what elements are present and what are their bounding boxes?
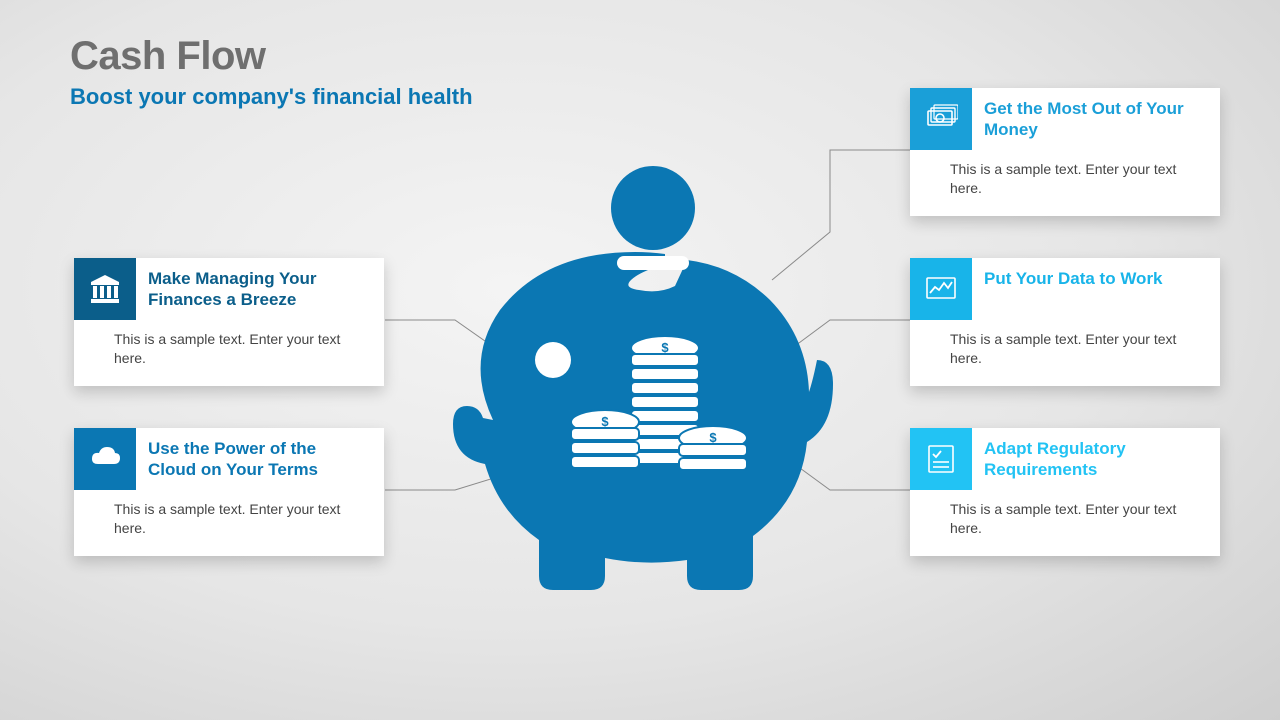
card-title: Get the Most Out of Your Money <box>984 98 1204 141</box>
graph-icon <box>910 258 972 320</box>
page-title: Cash Flow <box>70 34 266 79</box>
svg-text:$: $ <box>601 414 609 429</box>
card-title: Adapt Regulatory Requirements <box>984 438 1204 481</box>
svg-text:$: $ <box>661 340 669 355</box>
info-card-left2: Use the Power of the Cloud on Your Terms… <box>74 428 384 556</box>
card-body: This is a sample text. Enter your text h… <box>114 500 364 538</box>
money-icon <box>910 88 972 150</box>
svg-text:$: $ <box>709 430 717 445</box>
info-card-right3: Adapt Regulatory Requirements This is a s… <box>910 428 1220 556</box>
checklist-icon <box>910 428 972 490</box>
info-card-right1: Get the Most Out of Your Money This is a … <box>910 88 1220 216</box>
card-body: This is a sample text. Enter your text h… <box>950 160 1200 198</box>
card-title: Use the Power of the Cloud on Your Terms <box>148 438 368 481</box>
page-subtitle: Boost your company's financial health <box>70 84 473 110</box>
info-card-right2: Put Your Data to Work This is a sample te… <box>910 258 1220 386</box>
card-title: Make Managing Your Finances a Breeze <box>148 268 368 311</box>
cloud-icon <box>74 428 136 490</box>
bank-icon <box>74 258 136 320</box>
piggy-bank-graphic: $ $ $ <box>435 160 835 620</box>
card-body: This is a sample text. Enter your text h… <box>950 330 1200 368</box>
card-body: This is a sample text. Enter your text h… <box>950 500 1200 538</box>
card-title: Put Your Data to Work <box>984 268 1204 289</box>
info-card-left1: Make Managing Your Finances a Breeze This… <box>74 258 384 386</box>
card-body: This is a sample text. Enter your text h… <box>114 330 364 368</box>
